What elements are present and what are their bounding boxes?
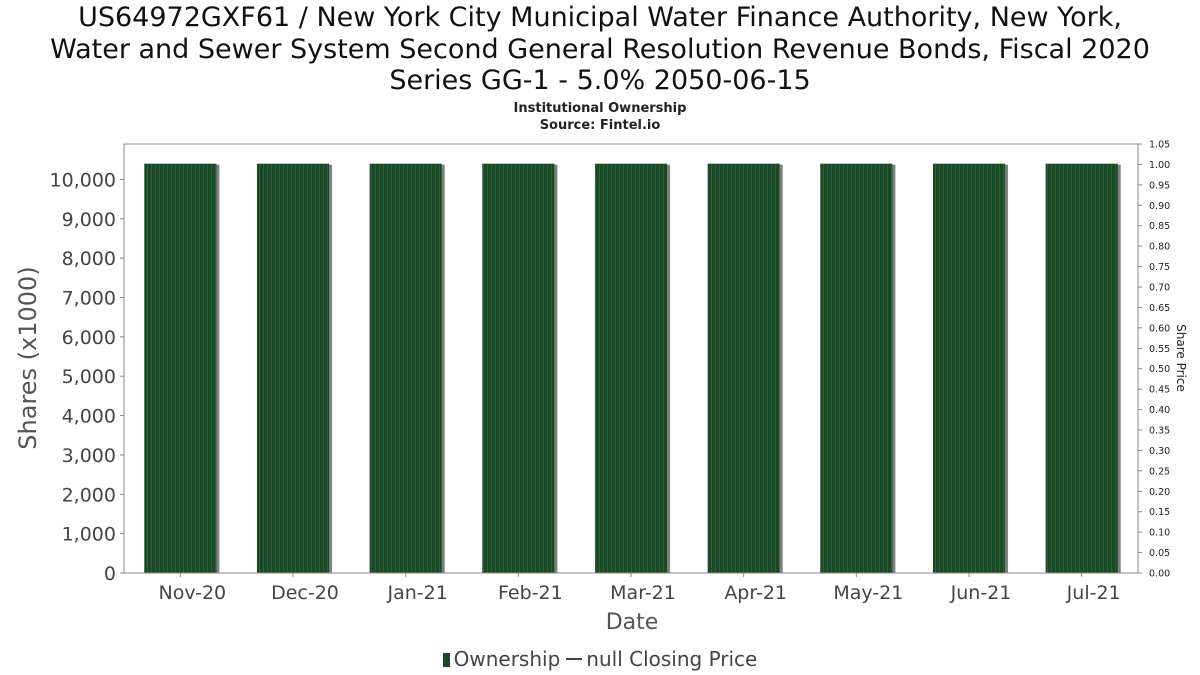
- right-axis: 0.00 0.05 0.10 0.15 0.20 0.25 0.30 0.35 0.40 0.45…: [1138, 140, 1170, 580]
- y2-tick-label: 1.00: [1149, 160, 1170, 171]
- bar: [820, 163, 893, 573]
- closing-price-swatch: [566, 658, 583, 660]
- title-line-3: Series GG-1 - 5.0% 2050-06-15: [389, 65, 811, 96]
- y2-tick-label: 0.90: [1149, 201, 1170, 212]
- y-axis-label: Shares (x1000): [14, 266, 42, 449]
- x-axis-label: Date: [606, 610, 659, 635]
- y2-tick-label: 0.70: [1149, 283, 1170, 294]
- y2-tick-label: 0.85: [1149, 221, 1170, 232]
- y-tick-label: 8,000: [62, 248, 116, 270]
- chart-title: US64972GXF61 / New York City Municipal W…: [0, 2, 1200, 97]
- x-tick-label: Jun-21: [950, 582, 1012, 604]
- legend-ownership-label: Ownership: [453, 647, 561, 671]
- y2-tick-label: 0.65: [1149, 303, 1170, 314]
- legend-price-label: null Closing Price: [586, 647, 758, 671]
- y2-axis-label: Share Price: [1174, 324, 1188, 392]
- y2-tick-label: 0.05: [1149, 548, 1170, 559]
- x-tick-label: Apr-21: [724, 582, 787, 604]
- bar: [369, 163, 442, 573]
- y2-tick-label: 0.50: [1149, 364, 1170, 375]
- y-tick-label: 2,000: [62, 484, 116, 506]
- y-tick-label: 4,000: [62, 406, 116, 428]
- y-tick-label: 6,000: [62, 327, 116, 349]
- y2-tick-label: 0.15: [1149, 507, 1170, 518]
- x-tick-label: Nov-20: [159, 582, 227, 604]
- y2-tick-label: 1.05: [1149, 140, 1170, 151]
- y2-tick-label: 0.25: [1149, 466, 1170, 477]
- y-tick-label: 7,000: [62, 287, 116, 309]
- y-tick-label: 9,000: [62, 209, 116, 231]
- bar: [1045, 163, 1118, 573]
- y2-tick-label: 0.00: [1149, 569, 1170, 580]
- bar: [707, 163, 780, 573]
- title-line-2: Water and Sewer System Second General Re…: [50, 33, 1150, 65]
- subtitle-line-1: Institutional Ownership: [513, 101, 687, 116]
- title-line-1: US64972GXF61 / New York City Municipal W…: [78, 2, 1122, 33]
- ownership-swatch: [442, 653, 450, 667]
- chart-subtitle: Institutional Ownership Source: Fintel.i…: [0, 100, 1200, 134]
- y-tick-label: 1,000: [62, 524, 116, 546]
- x-axis: Nov-20 Dec-20 Jan-21 Feb-21 Mar-21 Apr-21 May-…: [159, 573, 1121, 604]
- y2-tick-label: 0.95: [1149, 180, 1170, 191]
- y2-tick-label: 0.60: [1149, 323, 1170, 334]
- y2-tick-label: 0.45: [1149, 385, 1170, 396]
- y-tick-label: 0: [104, 563, 116, 585]
- subtitle-line-2: Source: Fintel.io: [539, 118, 661, 133]
- x-tick-label: May-21: [833, 582, 903, 604]
- y2-tick-label: 0.55: [1149, 344, 1170, 355]
- x-tick-label: Jan-21: [387, 582, 448, 604]
- bar: [482, 163, 555, 573]
- y2-tick-label: 0.20: [1149, 487, 1170, 498]
- legend: Ownership null Closing Price: [0, 647, 1200, 671]
- x-tick-label: Jul-21: [1066, 582, 1121, 604]
- y-tick-label: 10,000: [50, 169, 116, 191]
- y2-tick-label: 0.30: [1149, 446, 1170, 457]
- bar: [144, 163, 217, 573]
- bar: [594, 163, 668, 573]
- y-tick-label: 3,000: [62, 445, 116, 467]
- bar: [256, 163, 330, 573]
- y2-tick-label: 0.35: [1149, 426, 1170, 437]
- bar: [932, 163, 1006, 573]
- x-tick-label: Mar-21: [610, 582, 676, 604]
- y-tick-label: 5,000: [62, 366, 116, 388]
- x-tick-label: Feb-21: [498, 582, 563, 604]
- y2-tick-label: 0.80: [1149, 242, 1170, 253]
- bars-layer: [144, 163, 1121, 573]
- x-tick-label: Dec-20: [271, 582, 339, 604]
- y2-tick-label: 0.75: [1149, 262, 1170, 273]
- y2-tick-label: 0.10: [1149, 528, 1170, 539]
- left-axis: 0 1,000 2,000 3,000 4,000 5,000 6,000 7,000 8,00…: [50, 169, 124, 585]
- y2-tick-label: 0.40: [1149, 405, 1170, 416]
